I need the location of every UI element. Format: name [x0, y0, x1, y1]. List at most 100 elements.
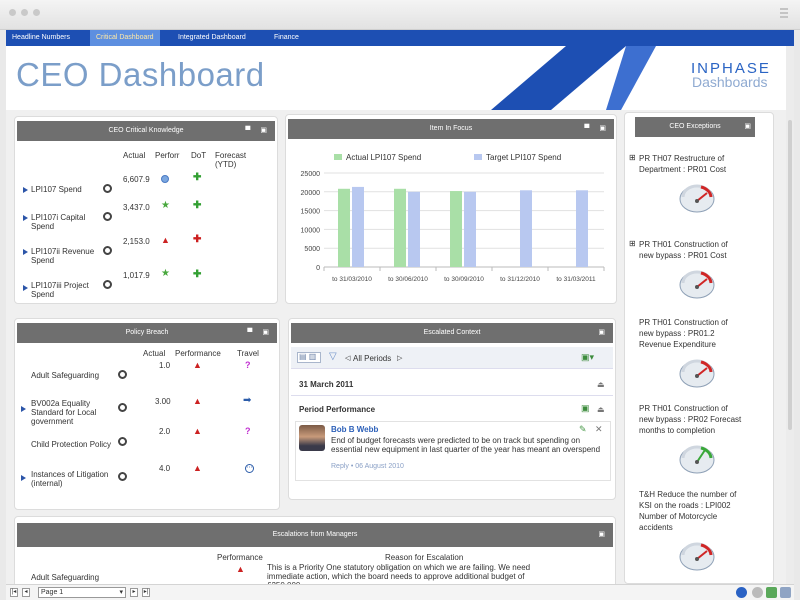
- help-icon[interactable]: [736, 587, 747, 598]
- tab-headline-numbers[interactable]: Headline Numbers: [12, 34, 70, 41]
- collapse-icon[interactable]: ⏏: [597, 380, 605, 389]
- play-icon[interactable]: [23, 249, 28, 255]
- actual-value: 6,607.9: [123, 175, 150, 184]
- expand-icon[interactable]: ⊞: [629, 153, 636, 162]
- tab-integrated-dashboard[interactable]: Integrated Dashboard: [178, 34, 246, 41]
- bar-actual: [450, 191, 462, 267]
- footer-toolbar: |◂ ◂ Page 1 ▾ ▸ ▸|: [6, 584, 794, 600]
- play-icon[interactable]: [23, 187, 28, 193]
- row-label: Child Protection Policy: [31, 440, 112, 449]
- x-tick-label: to 31/03/2011: [556, 276, 596, 283]
- comment-author[interactable]: Bob B Webb: [331, 425, 379, 434]
- header-swoosh: [491, 46, 656, 110]
- panel-header: Escalated Context ▣: [291, 323, 613, 343]
- maximize-icon[interactable]: ▣: [598, 531, 605, 538]
- info-icon[interactable]: [103, 184, 112, 193]
- panel-title: CEO Exceptions: [669, 123, 721, 130]
- actual-value: 2.0: [159, 427, 171, 436]
- panel-header: CEO Critical Knowledge ▀ ▣: [17, 121, 275, 141]
- add-comment-icon[interactable]: ▣▾: [581, 352, 595, 362]
- page-header: CEO Dashboard INPHASE Dashboards: [6, 46, 794, 110]
- info-icon[interactable]: [103, 280, 112, 289]
- section-title: Period Performance: [299, 405, 376, 414]
- expand-icon[interactable]: ⊞: [629, 239, 636, 248]
- info-icon[interactable]: [118, 472, 127, 481]
- close-icon[interactable]: ✕: [595, 424, 603, 434]
- add-comment-icon[interactable]: ▣: [581, 403, 590, 413]
- maximize-icon[interactable]: ▣: [262, 329, 269, 336]
- play-icon[interactable]: [21, 475, 26, 481]
- panel-title: Escalations from Managers: [272, 531, 358, 538]
- maximize-icon[interactable]: ▣: [599, 125, 606, 132]
- menu-icon[interactable]: [780, 6, 788, 20]
- divider: [291, 395, 613, 396]
- actual-value: 3.00: [155, 397, 171, 406]
- panel-title: CEO Critical Knowledge: [108, 127, 184, 134]
- filter-icon[interactable]: ▽: [329, 351, 337, 362]
- maximize-icon[interactable]: ▣: [598, 329, 605, 336]
- actual-value: 2,153.0: [123, 237, 150, 246]
- y-tick-label: 10000: [301, 227, 321, 234]
- first-page-button[interactable]: |◂: [10, 588, 18, 597]
- panel-header: Policy Breach ▀ ▣: [17, 323, 277, 343]
- page-select-value: Page 1: [41, 589, 64, 596]
- scrollbar-thumb[interactable]: [788, 120, 792, 430]
- comment-icon[interactable]: ▀: [584, 125, 590, 132]
- print-icon[interactable]: [780, 587, 791, 598]
- maximize-icon[interactable]: ▣: [260, 127, 267, 134]
- period-prev[interactable]: ◁: [345, 355, 351, 362]
- actual-value: 3,437.0: [123, 203, 150, 212]
- play-icon[interactable]: [21, 406, 26, 412]
- warning-triangle-icon: ▲: [236, 564, 245, 574]
- warning-triangle-icon: ▲: [193, 396, 202, 406]
- maximize-icon[interactable]: ▣: [744, 123, 751, 130]
- dot-down-icon: ✚: [193, 234, 202, 245]
- info-icon[interactable]: [118, 370, 127, 379]
- info-icon[interactable]: [118, 403, 127, 412]
- collapse-icon[interactable]: ⏏: [597, 405, 605, 414]
- escalated-context-panel: Escalated Context ▣ ▤ ▥ ▽ ◁ All Periods …: [288, 318, 616, 500]
- refresh-icon[interactable]: [752, 587, 763, 598]
- item-in-focus-panel: Item In Focus ▀ ▣ Actual LPI107 Spend Tar…: [285, 114, 617, 304]
- info-icon[interactable]: [103, 212, 112, 221]
- unknown-trend-icon: ?: [245, 360, 251, 370]
- exception-label[interactable]: PR TH01 Construction of new bypass : PR0…: [639, 404, 742, 435]
- tab-finance[interactable]: Finance: [274, 34, 299, 41]
- comment-meta[interactable]: Reply • 06 August 2010: [331, 463, 404, 470]
- comment-card: [295, 421, 611, 481]
- edit-icon[interactable]: ✎: [579, 424, 587, 434]
- tab-critical-dashboard[interactable]: Critical Dashboard: [90, 30, 160, 46]
- info-icon[interactable]: [118, 437, 127, 446]
- page-select[interactable]: Page 1 ▾: [38, 587, 126, 598]
- row-label: BV002a Equality Standard for Local gover…: [31, 399, 97, 426]
- period-next[interactable]: ▷: [397, 355, 403, 362]
- exception-label[interactable]: PR TH01 Construction of new bypass : PR0…: [639, 318, 728, 349]
- play-icon[interactable]: [23, 285, 28, 291]
- export-icon[interactable]: [766, 587, 777, 598]
- logo-dashboards: Dashboards: [692, 74, 768, 90]
- bar-actual: [338, 188, 350, 267]
- play-icon[interactable]: [23, 215, 28, 221]
- prev-page-button[interactable]: ◂: [22, 588, 30, 597]
- exception-label[interactable]: PR TH01 Construction of new bypass : PR0…: [639, 240, 728, 260]
- view-toggle[interactable]: [297, 352, 321, 363]
- y-tick-label: 15000: [301, 209, 321, 216]
- last-page-button[interactable]: ▸|: [142, 588, 150, 597]
- bar-actual: [394, 188, 406, 267]
- period-filter[interactable]: All Periods: [353, 354, 392, 363]
- next-page-button[interactable]: ▸: [130, 588, 138, 597]
- ceo-exceptions-panel: CEO Exceptions ▣ ⊞ PR TH07 Restructure of…: [624, 112, 774, 584]
- info-icon[interactable]: [103, 246, 112, 255]
- comment-icon[interactable]: ▀: [245, 127, 251, 134]
- unknown-trend-icon: ?: [245, 426, 251, 436]
- context-toolbar: [291, 347, 613, 369]
- exception-label[interactable]: T&H Reduce the number of KSI on the road…: [639, 490, 737, 532]
- row-label: LPI107ii Revenue Spend: [31, 247, 95, 265]
- critical-knowledge-panel: CEO Critical Knowledge ▀ ▣ Actual Perforr…: [14, 116, 278, 304]
- logo-inphase: INPHASE: [691, 60, 771, 77]
- policy-breach-panel: Policy Breach ▀ ▣ Actual Performance Trav…: [14, 318, 280, 510]
- panel-header: CEO Exceptions ▣: [635, 117, 755, 137]
- exception-label[interactable]: PR TH07 Restructure of Department : PR01…: [639, 154, 727, 174]
- comment-icon[interactable]: ▀: [247, 329, 253, 336]
- col-header: Actual: [123, 151, 146, 160]
